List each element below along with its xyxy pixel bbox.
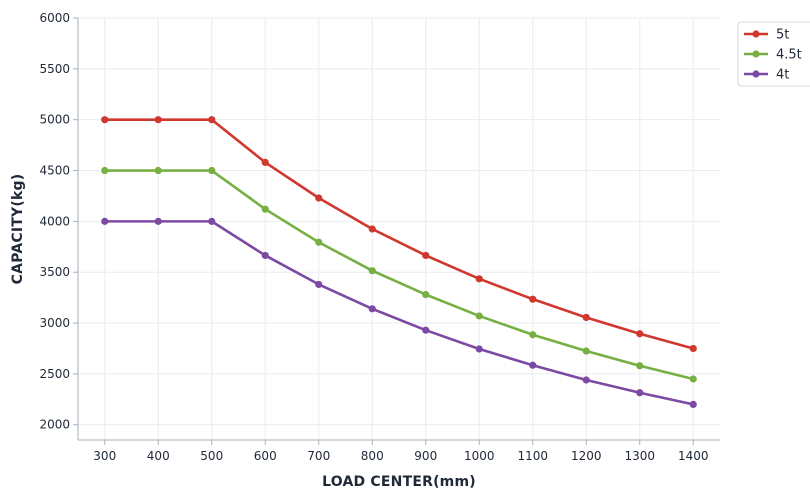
y-tick-label: 4000 bbox=[39, 214, 70, 228]
data-point bbox=[475, 345, 483, 353]
data-point bbox=[689, 400, 697, 409]
data-point bbox=[154, 116, 162, 124]
x-tick-label: 1300 bbox=[624, 449, 655, 463]
x-tick-label: 1200 bbox=[571, 449, 602, 463]
series-line bbox=[103, 169, 695, 381]
data-point bbox=[208, 217, 216, 225]
legend-label: 4t bbox=[776, 68, 789, 83]
data-point bbox=[422, 251, 430, 260]
x-tick-label: 1000 bbox=[464, 449, 495, 463]
data-point bbox=[101, 116, 109, 124]
x-tick-label: 800 bbox=[361, 449, 384, 463]
legend-item[interactable]: 5t bbox=[744, 28, 789, 43]
data-point bbox=[208, 166, 216, 175]
y-tick-label: 5500 bbox=[39, 62, 70, 76]
y-tick-label: 4500 bbox=[39, 164, 70, 178]
tick-labels: 2000 2500 3000 3500 4000 4500 5000 5500 6000 300 4… bbox=[39, 11, 708, 463]
data-point bbox=[368, 305, 376, 313]
data-point bbox=[261, 205, 269, 213]
data-point bbox=[636, 389, 644, 397]
x-tick-label: 600 bbox=[254, 449, 277, 463]
legend-swatch-marker bbox=[752, 30, 760, 38]
data-point bbox=[422, 326, 430, 334]
data-point bbox=[261, 158, 269, 166]
x-tick-label: 300 bbox=[93, 449, 116, 463]
series-4-5t bbox=[101, 166, 697, 383]
y-axis-title: CAPACITY(kg) bbox=[10, 174, 26, 285]
x-axis-title: LOAD CENTER(mm) bbox=[322, 474, 476, 490]
data-point bbox=[154, 166, 162, 175]
grid-lines bbox=[78, 17, 720, 440]
x-tick-label: 700 bbox=[307, 449, 330, 463]
data-point bbox=[689, 344, 697, 353]
data-point bbox=[475, 275, 483, 283]
legend-swatch-marker bbox=[752, 50, 760, 58]
data-point bbox=[315, 194, 323, 202]
data-point bbox=[529, 295, 537, 303]
data-point bbox=[368, 267, 376, 275]
x-tick-label: 900 bbox=[414, 449, 437, 463]
data-point bbox=[689, 375, 697, 383]
y-tick-label: 2500 bbox=[39, 367, 70, 381]
data-point bbox=[154, 217, 162, 225]
data-point bbox=[315, 280, 323, 289]
data-point bbox=[636, 330, 644, 338]
y-tick-label: 3500 bbox=[39, 265, 70, 279]
y-tick-label: 5000 bbox=[39, 113, 70, 127]
y-tick-label: 3000 bbox=[39, 316, 70, 330]
data-point bbox=[101, 166, 109, 175]
y-tick-label: 6000 bbox=[39, 11, 70, 25]
data-point bbox=[529, 361, 537, 369]
x-tick-label: 400 bbox=[147, 449, 170, 463]
data-point bbox=[582, 376, 590, 384]
legend-box bbox=[737, 21, 810, 87]
legend[interactable]: 5t 4.5t 4t bbox=[737, 21, 810, 87]
axes bbox=[73, 17, 720, 445]
data-point bbox=[208, 116, 216, 124]
series-4t bbox=[101, 217, 697, 409]
series-5t bbox=[101, 116, 697, 353]
data-point bbox=[582, 313, 590, 322]
data-point bbox=[315, 238, 323, 246]
series-lines bbox=[101, 116, 697, 409]
data-point bbox=[422, 290, 430, 299]
series-line bbox=[103, 118, 695, 350]
data-point bbox=[582, 347, 590, 355]
legend-item[interactable]: 4t bbox=[744, 68, 789, 83]
legend-item[interactable]: 4.5t bbox=[744, 48, 802, 63]
data-point bbox=[261, 251, 269, 260]
plot-area bbox=[78, 18, 720, 440]
x-tick-label: 500 bbox=[200, 449, 223, 463]
x-tick-label: 1100 bbox=[517, 449, 548, 463]
data-point bbox=[101, 217, 109, 225]
legend-label: 4.5t bbox=[776, 48, 802, 63]
data-point bbox=[368, 225, 376, 233]
series-line bbox=[103, 220, 695, 406]
legend-label: 5t bbox=[776, 28, 789, 43]
legend-swatch-marker bbox=[752, 70, 760, 78]
data-point bbox=[529, 331, 537, 339]
x-tick-label: 1400 bbox=[678, 449, 709, 463]
data-point bbox=[475, 312, 483, 320]
data-point bbox=[636, 362, 644, 370]
y-tick-label: 2000 bbox=[39, 418, 70, 432]
